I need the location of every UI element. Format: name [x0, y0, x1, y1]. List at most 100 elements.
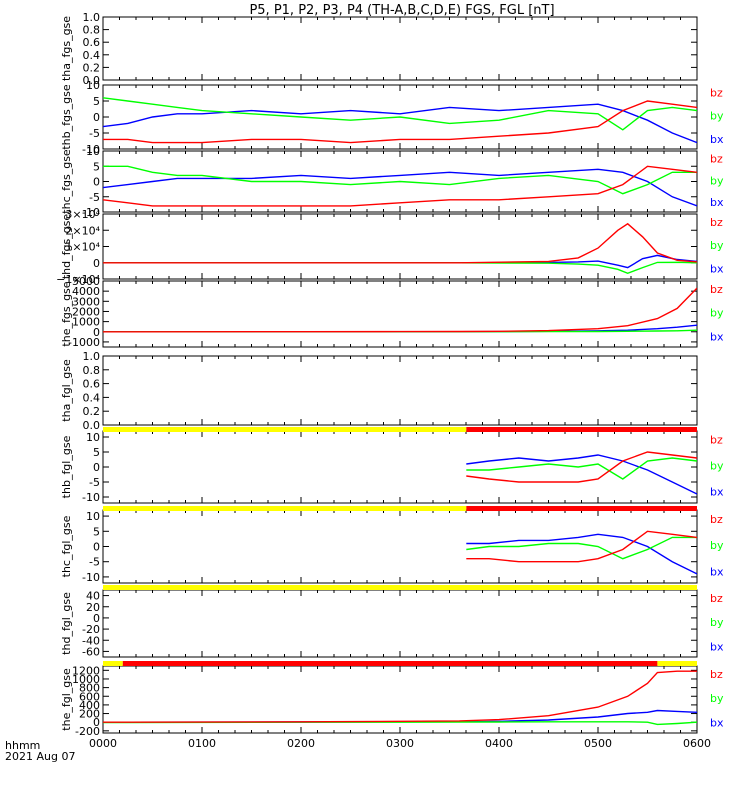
y-tick-label: 0 — [93, 461, 100, 474]
panel-thc_fgs_gse: -10 -5 0 5 10 thc_fgs_gse bz by bx — [60, 145, 724, 219]
y-tick-label: -10 — [82, 206, 100, 219]
y-tick-label: 3000 — [72, 295, 100, 308]
y-tick-label: 0 — [93, 257, 100, 270]
series-group — [103, 287, 697, 333]
y-tick-label: 5000 — [72, 275, 100, 288]
legend-by: by — [710, 174, 724, 187]
y-tick-label: 0.4 — [83, 391, 101, 404]
series-line-bz — [103, 670, 697, 723]
legend-bx: bx — [710, 565, 724, 578]
series-line-bx — [103, 168, 697, 207]
panel-frame — [102, 430, 698, 504]
y-tick-label: -10 — [82, 491, 100, 504]
legend-bz: bz — [710, 592, 723, 605]
y-axis-label: thc_fgs_gse — [60, 149, 73, 214]
y-axis-label: the_fgl_gse — [60, 668, 73, 731]
series-group — [103, 670, 697, 726]
y-axis-label: thc_fgl_gse — [60, 515, 73, 577]
status-bar-segment — [103, 661, 123, 666]
x-tick-label: 0400 — [485, 737, 513, 750]
y-tick-label: -1000 — [68, 336, 100, 349]
panel-tha_fgs_gse: 0.00.20.40.60.81.0 tha_fgs_gse — [60, 11, 698, 87]
y-tick-label: 10 — [86, 510, 100, 523]
legend-bz: bz — [710, 434, 723, 447]
legend-by: by — [710, 539, 724, 552]
y-tick-label: 5 — [93, 525, 100, 538]
panel-thb_fgl_gse: -10 -5 0 5 10 thb_fgl_gse bz by bx — [60, 430, 724, 504]
y-tick-label: -20 — [82, 623, 100, 636]
y-tick-label: 10 — [86, 145, 100, 158]
y-tick-label: 1000 — [72, 316, 100, 329]
y-tick-label: 0.8 — [83, 364, 101, 377]
status-bar-segment — [103, 427, 467, 432]
y-tick-label: 1.0 — [83, 350, 101, 363]
panel-frame — [102, 589, 698, 658]
series-group — [103, 222, 697, 275]
series-line-bz — [466, 530, 697, 563]
legend-bx: bx — [710, 196, 724, 209]
x-tick-label: 0300 — [386, 737, 414, 750]
legend-bx: bx — [710, 640, 724, 653]
status-bar-segment — [466, 506, 697, 511]
status-bar-segment — [103, 506, 467, 511]
legend-by: by — [710, 239, 724, 252]
series-group — [466, 530, 697, 575]
y-tick-label: -5 — [89, 476, 100, 489]
series-group — [103, 97, 697, 144]
series-line-bz — [103, 165, 697, 207]
series-line-bx — [466, 533, 697, 575]
panel-frame — [102, 213, 698, 280]
y-axis-label: thd_fgl_gse — [60, 592, 73, 655]
y-tick-label: 2×10⁴ — [65, 224, 100, 237]
series-line-bz — [103, 287, 697, 333]
y-tick-label: 1000 — [72, 673, 100, 686]
y-tick-label: 600 — [79, 690, 100, 703]
status-bar-segment — [122, 661, 658, 666]
y-tick-label: 0.4 — [83, 49, 101, 62]
y-axis-label: thd_fgs_gse — [60, 214, 73, 280]
y-tick-label: 5 — [93, 446, 100, 459]
y-tick-label: -5 — [89, 191, 100, 204]
y-tick-label: 5 — [93, 95, 100, 108]
y-tick-label: 5 — [93, 160, 100, 173]
status-bar-segment — [657, 661, 697, 666]
y-tick-label: 0.0 — [83, 74, 101, 87]
x-tick-label: 0200 — [287, 737, 315, 750]
legend-bz: bz — [710, 513, 723, 526]
y-tick-label: 1200 — [72, 664, 100, 677]
x-axis: 0000 0100 0200 0300 0400 0500 0600 — [89, 737, 711, 750]
legend-bx: bx — [710, 330, 724, 343]
x-tick-label: 0100 — [188, 737, 216, 750]
y-tick-label: 0.2 — [83, 405, 101, 418]
y-axis-label: thb_fgl_gse — [60, 435, 73, 498]
y-tick-label: 4000 — [72, 285, 100, 298]
y-tick-label: 800 — [79, 682, 100, 695]
y-tick-label: 0 — [93, 612, 100, 625]
y-tick-label: 1.0 — [83, 11, 101, 24]
y-tick-label: 20 — [86, 601, 100, 614]
legend-by: by — [710, 110, 724, 123]
x-tick-label: 0000 — [89, 737, 117, 750]
series-line-by — [103, 261, 697, 275]
series-line-by — [103, 97, 697, 131]
y-tick-label: -10 — [82, 143, 100, 156]
status-bars — [103, 427, 697, 666]
series-group — [103, 165, 697, 207]
series-line-bz — [103, 222, 697, 264]
series-line-by — [466, 457, 697, 480]
y-axis-label: tha_fgs_gse — [60, 16, 73, 81]
series-line-bx — [103, 254, 697, 269]
y-tick-label: -5 — [89, 556, 100, 569]
y-tick-label: 0 — [93, 111, 100, 124]
panel-thb_fgs_gse: -10 -5 0 5 10 thb_fgs_gse bz by bx — [60, 79, 724, 156]
series-line-bx — [103, 709, 697, 723]
series-line-bx — [466, 454, 697, 495]
panel-frame — [102, 355, 698, 426]
x-tick-label: 0600 — [683, 737, 711, 750]
legend-bz: bz — [710, 216, 723, 229]
y-tick-label: 3×10⁴ — [65, 208, 100, 221]
y-tick-label: 0.6 — [83, 378, 101, 391]
panel-frame — [102, 280, 698, 348]
